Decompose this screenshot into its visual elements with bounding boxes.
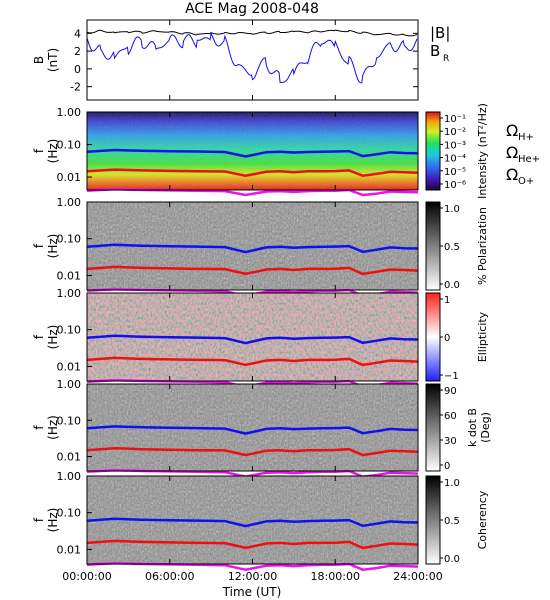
colorbar-tick-label: 10⁻² [444, 127, 466, 138]
y-tick-label: 1.00 [57, 470, 82, 483]
cyclotron-line-Heplus [86, 265, 419, 276]
x-tick-label: 00:00:00 [62, 570, 111, 583]
colorbar-tick-label: 10⁻⁵ [444, 167, 466, 178]
cyclotron-line-Hplus [86, 517, 419, 528]
colorbar-label: Intensity (nT²/Hz) [476, 103, 489, 199]
ion-legend-symbol: Ω [506, 165, 518, 184]
y-tick-label: 2 [74, 45, 81, 58]
colorbar-tick-label: 1.0 [444, 478, 460, 489]
y-tick-label: 0.01 [57, 360, 82, 373]
y-tick-label: 0.01 [57, 543, 82, 556]
panel-polarization: 1.00 0.10 0.01 1.0 0.5 0.0 % Polarization f (Hz) [32, 196, 489, 297]
y-axis-label: B [32, 56, 46, 64]
colorbar-tick-label: 90 [444, 386, 457, 397]
panel-magnetic-field: 420-2|B|B RB (nT) [32, 19, 450, 101]
ion-legend-symbol: Ω [506, 121, 518, 140]
legend-label: B [430, 42, 440, 60]
y-tick-label: 0.10 [57, 139, 82, 152]
cyclotron-line-Heplus [86, 539, 419, 550]
y-tick-label: 1.00 [57, 106, 82, 119]
y-axis-label: f [32, 425, 46, 430]
y-tick-label: -2 [70, 81, 81, 94]
y-tick-label: 1.00 [57, 287, 82, 300]
y-axis-label: f [32, 517, 46, 522]
colorbar-tick-label: 0 [444, 333, 450, 344]
colorbar-tick-label: 10⁻⁶ [444, 180, 466, 191]
cyclotron-line-Hplus [86, 243, 419, 254]
colorbar-label: Coherency [476, 490, 489, 549]
y-tick-label: 1.00 [57, 196, 82, 209]
legend-label: |B| [430, 24, 450, 42]
colorbar [425, 292, 441, 382]
y-tick-label: 0.10 [57, 507, 82, 520]
colorbar-tick-label: 0.5 [444, 516, 460, 527]
ion-legend-subscript: O+ [518, 176, 534, 187]
cyclotron-line-Hplus [86, 148, 419, 158]
colorbar [425, 201, 441, 291]
y-tick-label: 0.01 [57, 171, 82, 184]
y-tick-label: 0.10 [57, 233, 82, 246]
y-axis-label: f [32, 148, 46, 153]
series-B-line [86, 29, 418, 37]
time-axis-label: Time (UT) [222, 585, 282, 599]
y-tick-label: 0.10 [57, 324, 82, 337]
colorbar-label: Ellipticity [476, 311, 489, 362]
series-B_R-line [86, 31, 418, 84]
y-axis-label-units: (Hz) [46, 415, 60, 440]
colorbar-tick-label: 30 [444, 436, 457, 447]
cyclotron-line-Hplus [86, 425, 419, 435]
colorbar-label: % Polarization [476, 207, 489, 285]
colorbar-tick-label: 0.5 [444, 242, 460, 253]
ion-legend-subscript: He+ [518, 154, 540, 165]
colorbar-tick-label: 60 [444, 411, 457, 422]
colorbar-tick-label: 0.0 [444, 554, 460, 565]
panel-coherency: 1.00 0.10 0.01 1.0 0.5 0.0 Coherency f (Hz) [32, 470, 489, 571]
colorbar [425, 475, 441, 565]
colorbar-tick-label: 0.0 [444, 280, 460, 291]
panel-ellipticity: 1.00 0.10 0.01 1 0 −1 Ellipticity f (Hz) [32, 287, 489, 388]
plot-area [87, 20, 418, 100]
y-axis-label-units: (nT) [46, 48, 60, 72]
cyclotron-line-Heplus [86, 168, 419, 177]
colorbar-label-units: (Deg) [479, 412, 492, 443]
y-axis-label: f [32, 334, 46, 339]
colorbar-tick-label: −1 [444, 371, 459, 382]
x-tick-label: 18:00:00 [311, 570, 360, 583]
x-tick-label: 24:00:00 [393, 570, 442, 583]
y-tick-label: 1.00 [57, 378, 82, 391]
y-axis-label-units: (Hz) [46, 234, 60, 259]
colorbar-tick-label: 0 [444, 461, 450, 472]
y-axis-label-units: (Hz) [46, 508, 60, 533]
legend-label-subscript: R [443, 54, 449, 64]
ion-legend-subscript: H+ [518, 132, 534, 143]
y-axis-label-units: (Hz) [46, 325, 60, 350]
y-tick-label: 0.10 [57, 414, 82, 427]
figure-title: ACE Mag 2008-048 [185, 1, 319, 17]
colorbar-tick-label: 10⁻¹ [444, 114, 466, 125]
colorbar-tick-label: 1.0 [444, 204, 460, 215]
y-axis-label: f [32, 243, 46, 248]
y-tick-label: 0 [74, 63, 81, 76]
x-tick-label: 12:00:00 [228, 570, 277, 583]
colorbar-tick-label: 10⁻⁴ [444, 154, 466, 165]
y-tick-label: 0.01 [57, 451, 82, 464]
x-tick-label: 06:00:00 [145, 570, 194, 583]
y-tick-label: 0.01 [57, 269, 82, 282]
cyclotron-line-Heplus [86, 356, 419, 367]
panel-k-dot-b: 1.00 0.10 0.01 90 60 30 0 k dot B (Deg) f (Hz) [32, 378, 492, 478]
cyclotron-line-Hplus [86, 334, 419, 345]
y-axis-label-units: (Hz) [46, 139, 60, 164]
time-axis: Time (UT) [222, 585, 282, 599]
colorbar-label: k dot B [466, 408, 479, 447]
panel-intensity: 1.00 0.10 0.01 10⁻¹ 10⁻² 10⁻³ 10⁻⁴ 10⁻⁵ 10⁻⁶ Inte… [32, 103, 489, 199]
cyclotron-line-Heplus [86, 446, 419, 457]
colorbar-tick-label: 1 [444, 295, 450, 306]
colorbar [425, 383, 441, 472]
colorbar-tick-label: 10⁻³ [444, 140, 466, 151]
ion-legend-symbol: Ω [506, 143, 518, 162]
colorbar [425, 111, 441, 191]
y-tick-label: 4 [74, 27, 81, 40]
